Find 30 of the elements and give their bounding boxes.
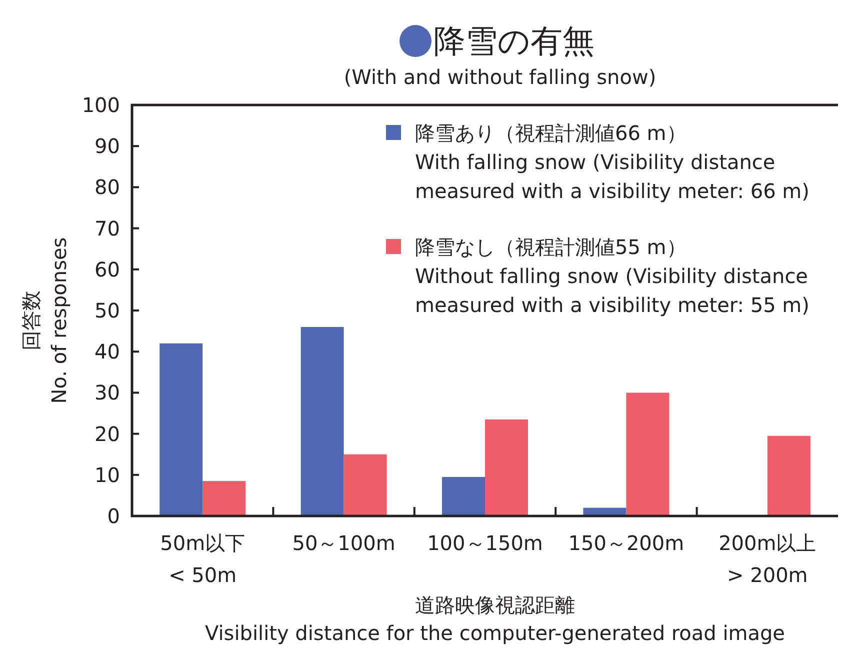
- y-axis-title: 回答数 No. of responses: [19, 237, 71, 404]
- x-tick-label: 100～150m: [427, 531, 543, 555]
- chart-subtitle: (With and without falling snow): [344, 65, 656, 89]
- x-tick-label: 50～100m: [292, 531, 396, 555]
- y-tick-label: 80: [94, 175, 120, 200]
- y-tick-label: 30: [94, 380, 120, 405]
- x-tick-label: 150～200m: [568, 531, 684, 555]
- y-tick-label: 50: [94, 298, 120, 322]
- bar: [160, 343, 203, 516]
- bar: [344, 454, 387, 516]
- bar: [442, 476, 485, 516]
- legend-label: 降雪あり（視程計測値66 m） With falling snow (Visibility distance measured with a visibility meter: 66 m): [415, 121, 810, 203]
- bar: [767, 436, 810, 516]
- bar: [485, 419, 528, 516]
- y-tick-label: 40: [94, 340, 120, 364]
- y-tick-label: 10: [94, 462, 120, 487]
- y-tick-label: 0: [107, 504, 120, 528]
- bar: [300, 326, 344, 516]
- x-tick-label: 50m以下 < 50m: [160, 531, 246, 587]
- y-tick-label: 90: [94, 134, 120, 158]
- chart-title: 降雪の有無: [434, 22, 594, 60]
- x-axis-title: 道路映像視認距離 Visibility distance for the computer-generated road image: [205, 593, 785, 645]
- y-tick-label: 20: [94, 422, 120, 446]
- y-tick-label: 100: [82, 93, 120, 117]
- x-tick-label: 200m以上 > 200m: [718, 531, 816, 587]
- y-tick-label: 60: [94, 257, 120, 282]
- bar: [626, 392, 670, 516]
- legend-label: 降雪なし（視程計測値55 m） Without falling snow (Visibility distance measured with a visibility meter: 55 m): [415, 235, 810, 317]
- y-tick-label: 70: [94, 216, 120, 240]
- bar: [202, 481, 246, 516]
